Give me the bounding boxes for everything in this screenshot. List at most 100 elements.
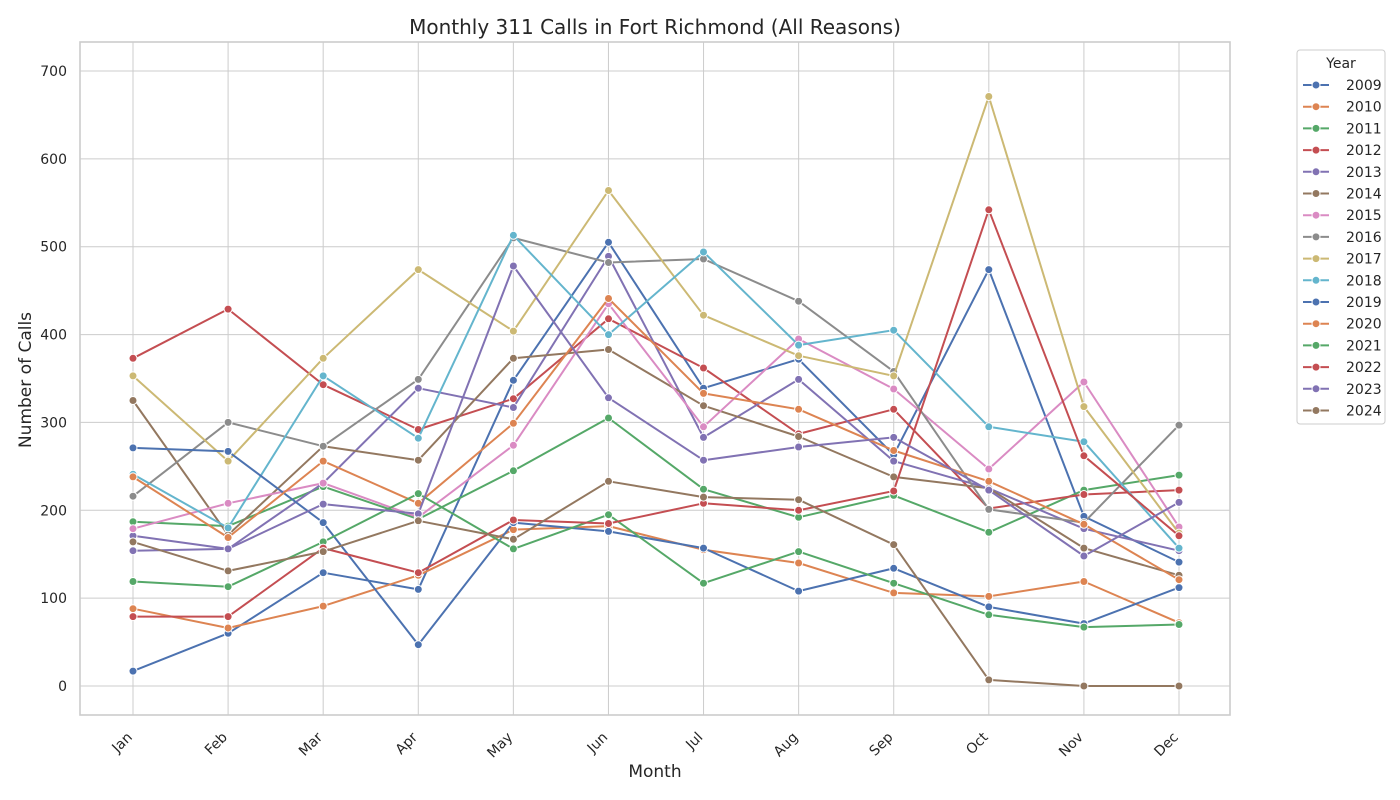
data-point — [128, 443, 138, 453]
data-point — [699, 388, 708, 398]
data-point — [413, 640, 423, 650]
y-tick-label: 300 — [40, 415, 67, 431]
data-point — [1079, 377, 1089, 387]
x-tick-label: Oct — [963, 729, 992, 758]
legend-swatch-marker — [1311, 145, 1321, 155]
y-tick-label: 600 — [40, 152, 67, 168]
legend-item: 2016 — [1303, 230, 1382, 246]
data-point — [889, 540, 899, 550]
data-point — [1174, 620, 1184, 629]
data-point — [318, 380, 328, 390]
data-point — [223, 523, 233, 533]
data-point — [699, 363, 708, 373]
data-point — [508, 375, 518, 385]
data-point — [223, 498, 233, 508]
data-point — [984, 476, 994, 486]
data-point — [794, 505, 804, 515]
data-point — [699, 401, 708, 411]
series-layer — [128, 92, 1184, 691]
data-point — [223, 533, 233, 542]
data-point — [508, 544, 518, 554]
legend-item: 2015 — [1303, 208, 1382, 224]
data-point — [699, 422, 708, 432]
data-point — [413, 516, 423, 526]
data-point — [794, 495, 804, 505]
data-point — [604, 526, 613, 536]
legend-items: 2009 2010 2011 2012 2013 2014 2015 2016 2017 2018… — [1303, 78, 1382, 420]
legend-label: 2012 — [1346, 143, 1382, 159]
chart-title: Monthly 311 Calls in Fort Richmond (All … — [409, 15, 901, 39]
data-point — [508, 353, 518, 363]
data-point — [794, 374, 804, 384]
data-point — [223, 582, 233, 592]
y-tick-label: 700 — [40, 64, 67, 80]
data-point — [794, 558, 804, 568]
data-point — [889, 325, 899, 335]
data-point — [699, 543, 708, 553]
data-point — [1079, 402, 1089, 412]
data-point — [223, 544, 233, 554]
data-point — [984, 591, 994, 601]
data-point — [794, 442, 804, 452]
data-point — [1174, 557, 1184, 567]
legend-label: 2024 — [1346, 404, 1382, 420]
data-point — [604, 476, 613, 486]
data-point — [223, 456, 233, 466]
x-axis-label: Month — [628, 762, 681, 782]
data-point — [128, 546, 138, 556]
data-point — [699, 492, 708, 502]
series-2012 — [128, 304, 1184, 513]
legend-swatch-marker — [1311, 189, 1321, 198]
data-point — [984, 602, 994, 612]
data-point — [1174, 470, 1184, 480]
y-tick-label: 0 — [58, 679, 67, 695]
legend-swatch-marker — [1311, 102, 1321, 112]
data-point — [1079, 577, 1089, 586]
data-point — [318, 601, 328, 611]
data-point — [604, 393, 613, 403]
legend-label: 2021 — [1346, 338, 1382, 354]
x-tick-label: Mar — [296, 729, 326, 759]
data-point — [318, 353, 328, 363]
data-point — [413, 568, 423, 578]
legend: Year 2009 2010 2011 2012 2013 2014 2015 2016 201… — [1296, 49, 1386, 425]
data-point — [413, 433, 423, 443]
data-point — [223, 623, 233, 633]
data-point — [508, 534, 518, 544]
legend-item: 2019 — [1303, 295, 1382, 311]
legend-label: 2015 — [1346, 208, 1382, 224]
data-point — [1079, 551, 1089, 561]
y-tick-label: 400 — [40, 328, 67, 344]
data-point — [984, 485, 994, 495]
x-tick-label: Nov — [1056, 730, 1087, 761]
data-point — [984, 265, 994, 275]
grid-layer — [80, 42, 1230, 715]
series-2015 — [128, 299, 1184, 534]
series-line — [132, 308, 1180, 510]
data-point — [604, 519, 613, 528]
series-line — [132, 236, 1180, 524]
legend-title: Year — [1325, 56, 1356, 72]
y-tick-label: 100 — [40, 591, 67, 607]
legend-label: 2010 — [1346, 100, 1382, 116]
legend-swatch-marker — [1311, 406, 1321, 415]
legend-item: 2017 — [1303, 252, 1382, 268]
legend-swatch-marker — [1311, 340, 1321, 350]
data-point — [984, 92, 994, 101]
data-point — [1174, 531, 1184, 541]
data-point — [794, 351, 804, 361]
data-point — [318, 568, 328, 578]
data-point — [413, 489, 423, 499]
data-point — [128, 666, 138, 676]
data-point — [413, 584, 423, 594]
data-point — [889, 456, 899, 466]
data-point — [1174, 485, 1184, 495]
data-point — [128, 577, 138, 586]
data-point — [794, 296, 804, 306]
data-point — [1079, 622, 1089, 632]
data-point — [413, 265, 423, 275]
legend-swatch-marker — [1311, 297, 1321, 307]
x-tick-label: Apr — [393, 729, 422, 758]
data-point — [1079, 437, 1089, 447]
